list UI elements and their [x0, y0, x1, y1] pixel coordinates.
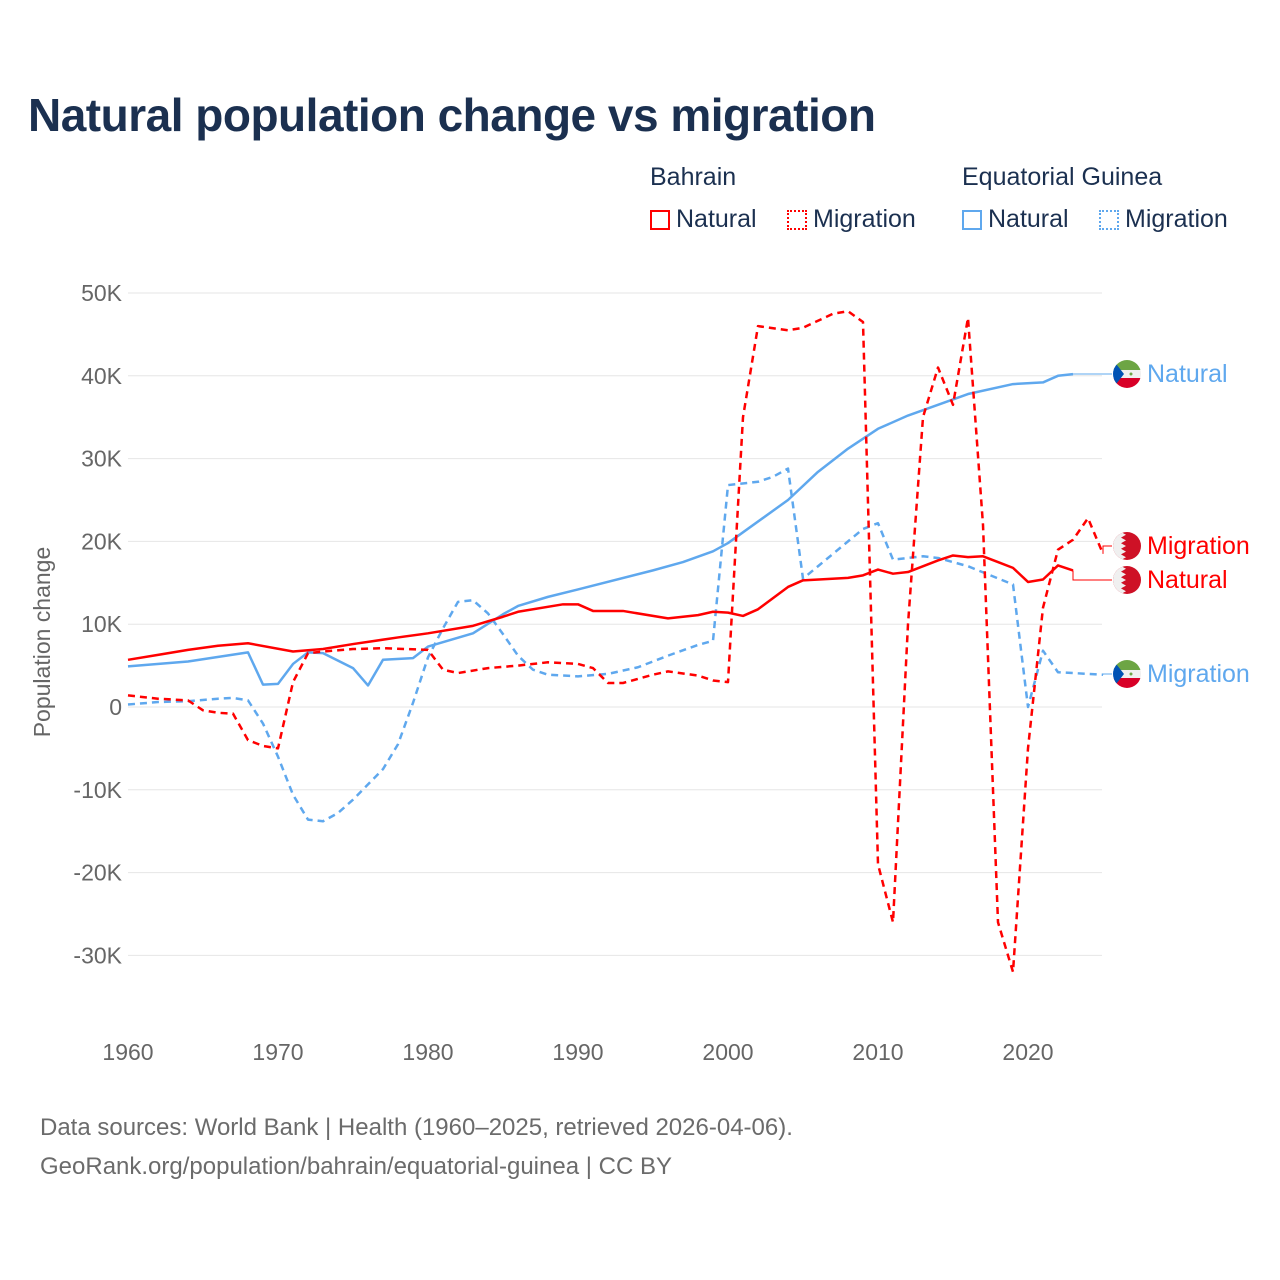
legend-eg-migration[interactable]: Migration: [1099, 205, 1228, 234]
y-tick-label: -30K: [73, 942, 122, 968]
end-label: Migration: [1147, 532, 1250, 560]
flag-emblem: [1129, 372, 1133, 376]
legend-label: Natural: [988, 205, 1069, 233]
end-label: Natural: [1147, 566, 1228, 594]
x-tick-label: 2010: [852, 1039, 903, 1065]
y-tick-label: -20K: [73, 860, 122, 886]
y-tick-label: -10K: [73, 777, 122, 803]
legend-group-equatorial-guinea: Equatorial Guinea: [962, 163, 1163, 191]
legend-swatch-solid: [962, 209, 982, 230]
flag-white: [1113, 670, 1141, 678]
flag-blue: [1113, 660, 1124, 688]
x-tick-label: 1960: [102, 1039, 153, 1065]
flag-green: [1113, 660, 1141, 670]
label-connector: [1102, 673, 1112, 675]
y-tick-label: 20K: [81, 528, 123, 554]
y-tick-label: 30K: [81, 446, 123, 472]
flag-white: [1113, 532, 1126, 560]
series-line-equatorial-guinea-natural: [127, 372, 1074, 687]
legend-swatch-dotted: [787, 209, 807, 230]
flag-red: [1113, 678, 1141, 688]
legend-swatch-solid: [650, 209, 670, 230]
flag: [1113, 360, 1141, 388]
y-tick-label: 40K: [81, 363, 123, 389]
legend-bahrain-migration[interactable]: Migration: [787, 205, 916, 234]
series-line-bahrain-natural: [127, 554, 1074, 662]
legend-group-bahrain: Bahrain: [650, 163, 737, 191]
flag: [1113, 532, 1141, 560]
end-label: Natural: [1147, 360, 1228, 388]
end-label: Migration: [1147, 660, 1250, 688]
x-tick-label: 1970: [252, 1039, 303, 1065]
legend-eg-natural[interactable]: Natural: [962, 205, 1069, 234]
equatorial-guinea-flag-icon: [1113, 660, 1141, 688]
attribution-link[interactable]: GeoRank.org/population/bahrain/equatoria…: [40, 1153, 672, 1180]
series-line-bahrain-migration: [127, 309, 1105, 974]
x-tick-label: 2020: [1002, 1039, 1053, 1065]
label-connector: [1102, 545, 1112, 554]
legend-label: Migration: [813, 205, 916, 233]
legend-bahrain-natural[interactable]: Natural: [650, 205, 757, 234]
y-tick-label: 0: [109, 694, 122, 720]
label-connector: [1072, 570, 1112, 581]
footer: Data sources: World Bank | Health (1960–…: [40, 1108, 793, 1186]
legend-label: Migration: [1125, 205, 1228, 233]
flag-white: [1113, 370, 1141, 378]
x-tick-label: 1990: [552, 1039, 603, 1065]
x-tick-label: 1980: [402, 1039, 453, 1065]
flag-green: [1113, 360, 1141, 370]
chart-title: Natural population change vs migration: [28, 89, 876, 141]
flag-emblem: [1129, 672, 1133, 676]
flag: [1113, 660, 1141, 688]
data-source-note: Data sources: World Bank | Health (1960–…: [40, 1114, 793, 1141]
x-tick-label: 2000: [702, 1039, 753, 1065]
bahrain-flag-icon: [1113, 532, 1141, 560]
legend-label: Natural: [676, 205, 757, 233]
flag-red: [1113, 378, 1141, 388]
flag-blue: [1113, 360, 1124, 388]
flag-white: [1113, 566, 1126, 594]
series-line-equatorial-guinea-migration: [127, 467, 1104, 823]
bahrain-flag-icon: [1113, 566, 1141, 594]
y-tick-label: 10K: [81, 611, 123, 637]
equatorial-guinea-flag-icon: [1113, 360, 1141, 388]
y-axis-label: Population change: [29, 547, 55, 738]
flag: [1113, 566, 1141, 594]
y-tick-label: 50K: [81, 280, 123, 306]
legend-swatch-dotted: [1099, 209, 1119, 230]
